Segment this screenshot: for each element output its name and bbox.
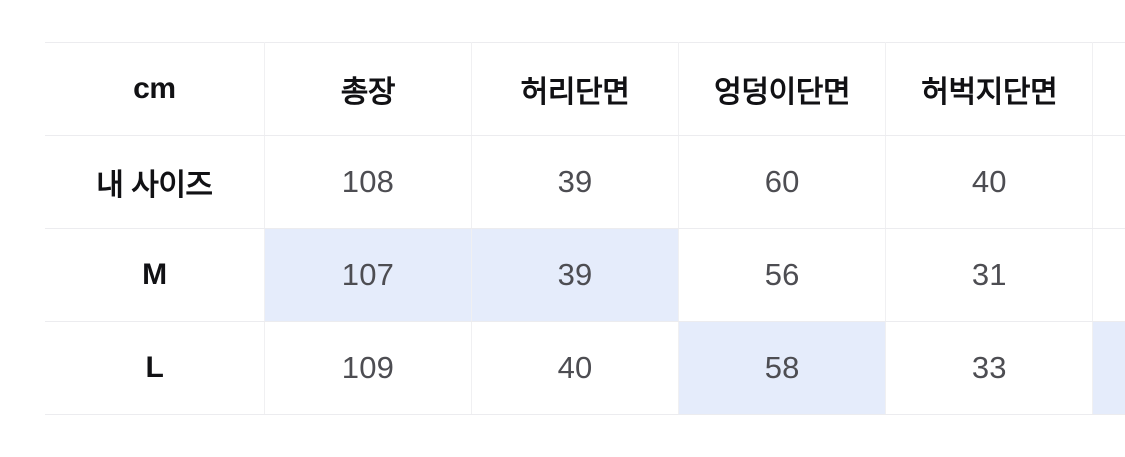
size-chart-header: cm 총장 허리단면 엉덩이단면 허벅지단면 밑위	[45, 42, 1125, 136]
cell-l-total-length: 109	[264, 321, 472, 415]
size-chart-table: cm 총장 허리단면 엉덩이단면 허벅지단면 밑위 내 사이즈 108 39 6…	[45, 42, 1125, 415]
table-row: 내 사이즈 108 39 60 40 35	[45, 135, 1125, 229]
column-header-rise: 밑위	[1092, 42, 1125, 136]
cell-my-size-waist-width: 39	[471, 135, 680, 229]
cell-my-size-hip-width: 60	[678, 135, 887, 229]
table-row: L 109 40 58 33 33	[45, 321, 1125, 415]
column-header-hip-width: 엉덩이단면	[678, 42, 887, 136]
column-header-thigh-width: 허벅지단면	[885, 42, 1094, 136]
cell-m-rise: 32	[1092, 228, 1125, 322]
cell-my-size-thigh-width: 40	[885, 135, 1094, 229]
cell-m-total-length: 107	[264, 228, 472, 322]
cell-l-hip-width: 58	[678, 321, 887, 415]
cell-l-waist-width: 40	[471, 321, 680, 415]
cell-l-rise: 33	[1092, 321, 1125, 415]
row-header-size-m: M	[45, 228, 265, 322]
row-header-size-l: L	[45, 321, 265, 415]
cell-l-thigh-width: 33	[885, 321, 1094, 415]
column-header-waist-width: 허리단면	[471, 42, 680, 136]
size-chart-body: 내 사이즈 108 39 60 40 35 M 107 39 56 31 32 …	[45, 135, 1125, 415]
cell-my-size-total-length: 108	[264, 135, 472, 229]
cell-my-size-rise: 35	[1092, 135, 1125, 229]
cell-m-hip-width: 56	[678, 228, 887, 322]
row-header-my-size: 내 사이즈	[45, 135, 265, 229]
cell-m-thigh-width: 31	[885, 228, 1094, 322]
column-header-total-length: 총장	[264, 42, 472, 136]
cell-m-waist-width: 39	[471, 228, 680, 322]
column-header-unit: cm	[45, 42, 265, 136]
table-row: M 107 39 56 31 32	[45, 228, 1125, 322]
header-row: cm 총장 허리단면 엉덩이단면 허벅지단면 밑위	[45, 42, 1125, 136]
